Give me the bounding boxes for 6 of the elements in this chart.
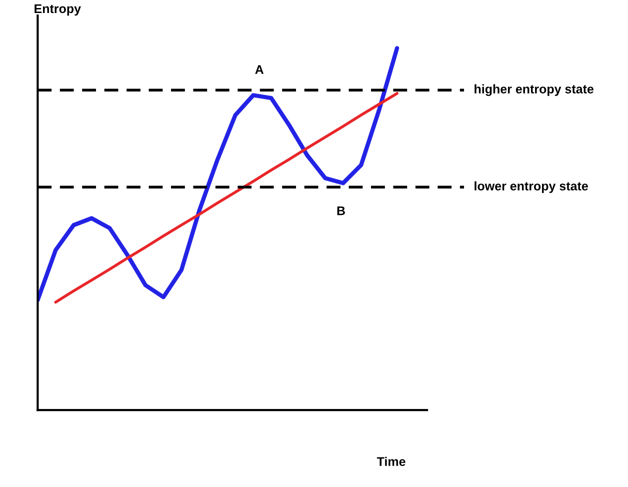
ref-line-label: higher entropy state (474, 84, 594, 96)
annotation: A (255, 65, 264, 74)
annotation: B (337, 206, 345, 216)
y-axis-title: Entropy (34, 4, 81, 16)
x-axis-title: Time (376, 456, 406, 466)
ref-line-label: lower entropy state (474, 181, 588, 193)
